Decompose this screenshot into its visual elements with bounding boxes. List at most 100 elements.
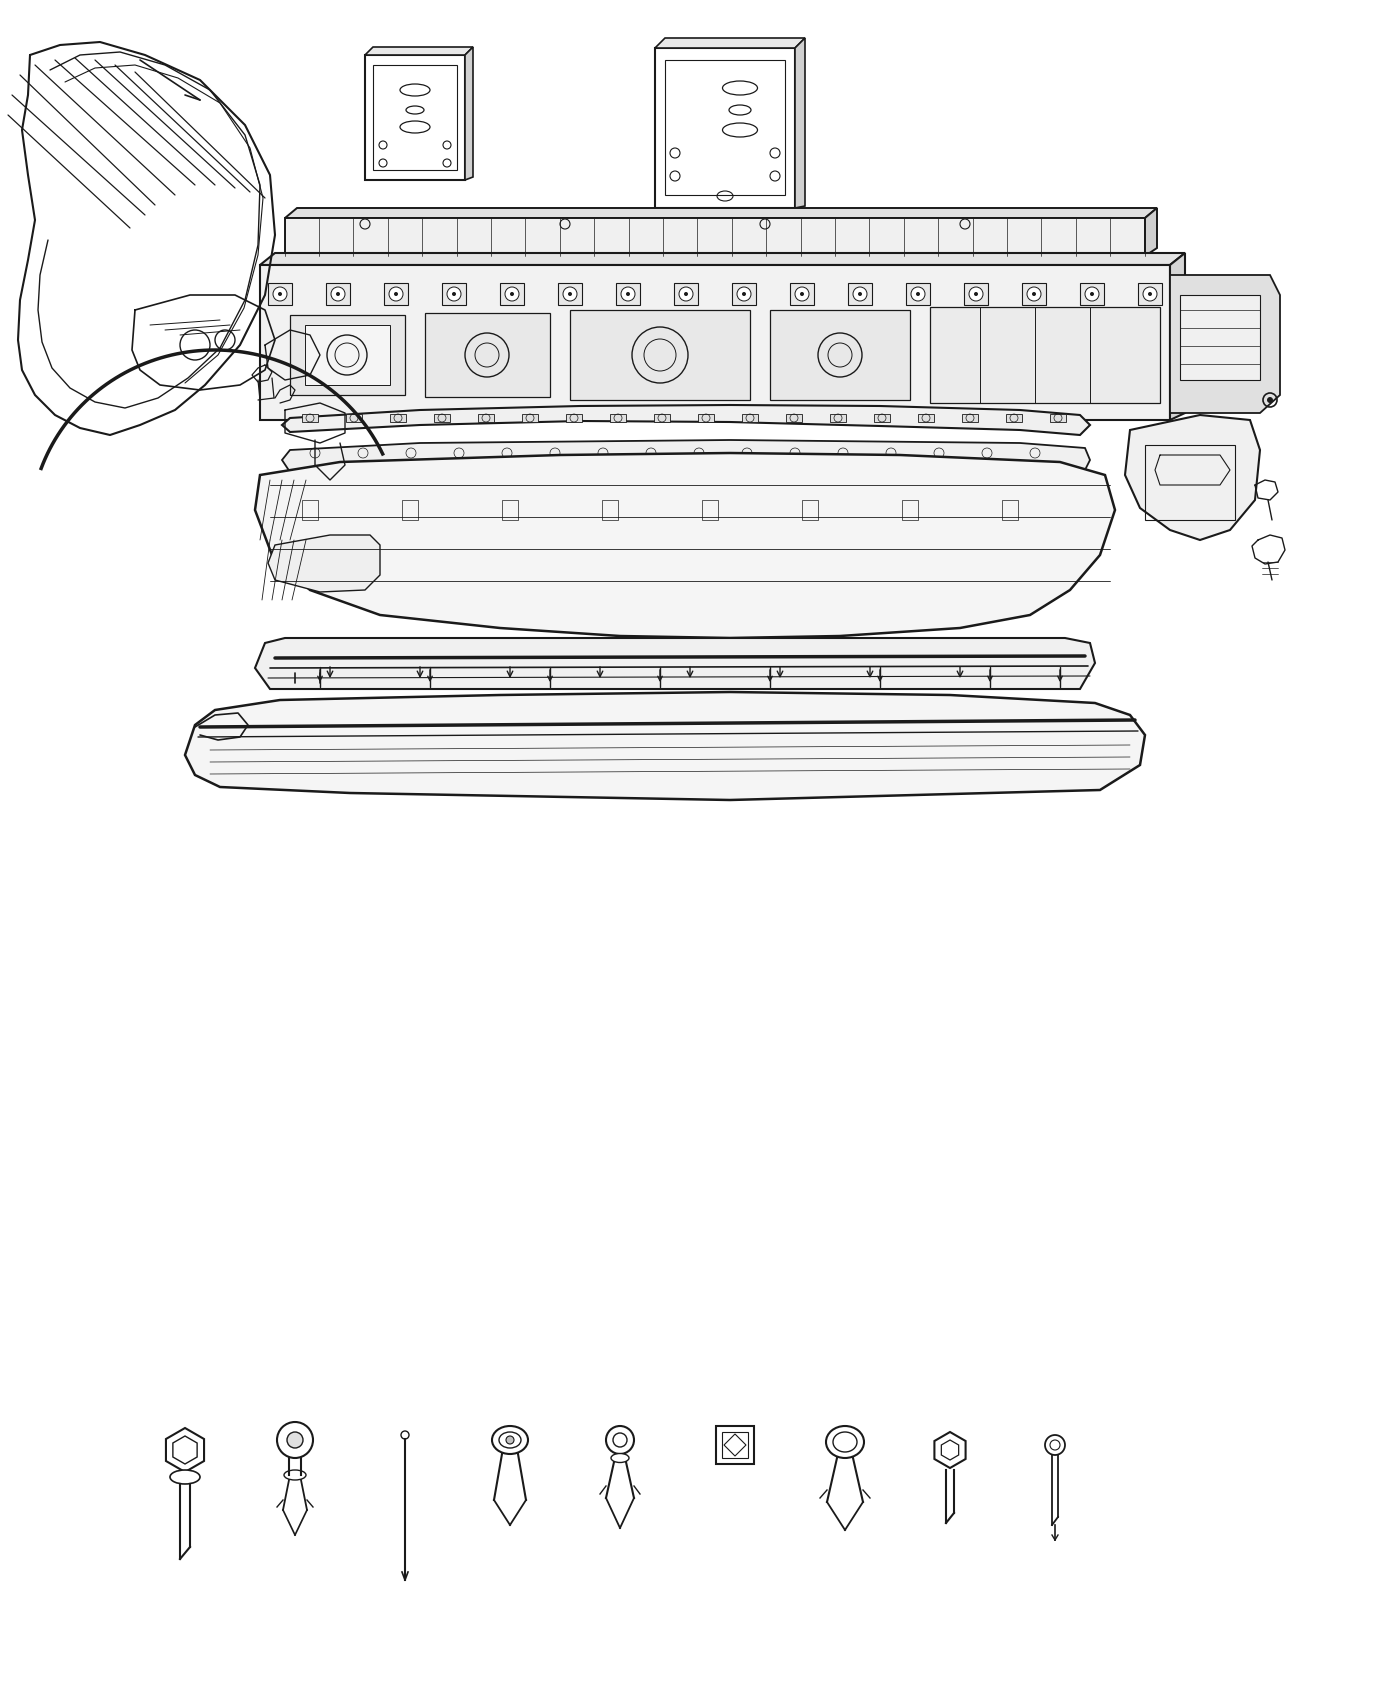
Bar	[346, 415, 363, 422]
Circle shape	[969, 287, 983, 301]
Circle shape	[447, 287, 461, 301]
Polygon shape	[185, 692, 1145, 801]
Polygon shape	[934, 1431, 966, 1469]
Bar	[1022, 282, 1046, 304]
Bar	[1180, 296, 1260, 381]
Polygon shape	[286, 207, 1156, 218]
Bar	[522, 415, 538, 422]
Bar	[785, 415, 802, 422]
Circle shape	[400, 1431, 409, 1438]
Polygon shape	[465, 48, 473, 180]
Bar	[500, 282, 524, 304]
Bar	[1079, 282, 1105, 304]
Bar	[372, 65, 456, 170]
Circle shape	[505, 1436, 514, 1443]
Ellipse shape	[169, 1470, 200, 1484]
Bar	[302, 415, 318, 422]
Polygon shape	[305, 325, 391, 384]
Bar	[699, 415, 714, 422]
Polygon shape	[281, 405, 1091, 435]
Polygon shape	[1145, 207, 1156, 257]
Circle shape	[679, 287, 693, 301]
Bar	[391, 415, 406, 422]
Polygon shape	[795, 37, 805, 207]
Bar	[722, 1431, 748, 1459]
Bar	[326, 282, 350, 304]
Polygon shape	[365, 48, 473, 54]
Polygon shape	[290, 314, 405, 394]
Polygon shape	[255, 638, 1095, 688]
Bar	[503, 500, 518, 520]
Circle shape	[1085, 287, 1099, 301]
Circle shape	[452, 292, 456, 296]
Circle shape	[974, 292, 979, 296]
Bar	[874, 415, 890, 422]
Polygon shape	[1126, 415, 1260, 541]
Bar	[610, 415, 626, 422]
Circle shape	[1148, 292, 1152, 296]
Bar	[830, 415, 846, 422]
Circle shape	[606, 1426, 634, 1454]
Bar	[616, 282, 640, 304]
Bar	[1145, 445, 1235, 520]
Bar	[602, 500, 617, 520]
Bar	[402, 500, 419, 520]
Bar	[1002, 500, 1018, 520]
Circle shape	[911, 287, 925, 301]
Circle shape	[1032, 292, 1036, 296]
Circle shape	[279, 292, 281, 296]
Bar	[1007, 415, 1022, 422]
Polygon shape	[286, 218, 1145, 257]
Bar	[790, 282, 813, 304]
Bar	[654, 415, 671, 422]
Bar	[906, 282, 930, 304]
Circle shape	[330, 287, 344, 301]
Bar	[848, 282, 872, 304]
Circle shape	[505, 287, 519, 301]
Polygon shape	[426, 313, 550, 398]
Bar	[559, 282, 582, 304]
Bar	[802, 500, 818, 520]
Ellipse shape	[284, 1470, 307, 1481]
Circle shape	[393, 292, 398, 296]
Bar	[655, 48, 795, 207]
Circle shape	[273, 287, 287, 301]
Polygon shape	[655, 37, 805, 48]
Polygon shape	[260, 265, 1170, 420]
Polygon shape	[930, 308, 1161, 403]
Circle shape	[1091, 292, 1093, 296]
Circle shape	[1028, 287, 1042, 301]
Circle shape	[510, 292, 514, 296]
Polygon shape	[281, 440, 1091, 473]
Circle shape	[1142, 287, 1156, 301]
Bar	[742, 415, 757, 422]
Ellipse shape	[826, 1426, 864, 1459]
Polygon shape	[770, 309, 910, 399]
Polygon shape	[1170, 275, 1280, 413]
Bar	[701, 500, 718, 520]
Polygon shape	[267, 536, 379, 592]
Bar	[477, 415, 494, 422]
Circle shape	[685, 292, 687, 296]
Circle shape	[389, 287, 403, 301]
Polygon shape	[1170, 253, 1184, 420]
Bar	[384, 282, 407, 304]
Bar	[715, 1426, 755, 1464]
Bar	[302, 500, 318, 520]
Bar	[566, 415, 582, 422]
Bar	[1138, 282, 1162, 304]
Bar	[965, 282, 988, 304]
Circle shape	[626, 292, 630, 296]
Bar	[267, 282, 293, 304]
Bar	[918, 415, 934, 422]
Bar	[1050, 415, 1065, 422]
Circle shape	[736, 287, 750, 301]
Circle shape	[336, 292, 340, 296]
Circle shape	[853, 287, 867, 301]
Circle shape	[742, 292, 746, 296]
Circle shape	[287, 1431, 302, 1448]
Circle shape	[916, 292, 920, 296]
Bar	[962, 415, 979, 422]
Bar	[434, 415, 449, 422]
Bar	[665, 60, 785, 196]
